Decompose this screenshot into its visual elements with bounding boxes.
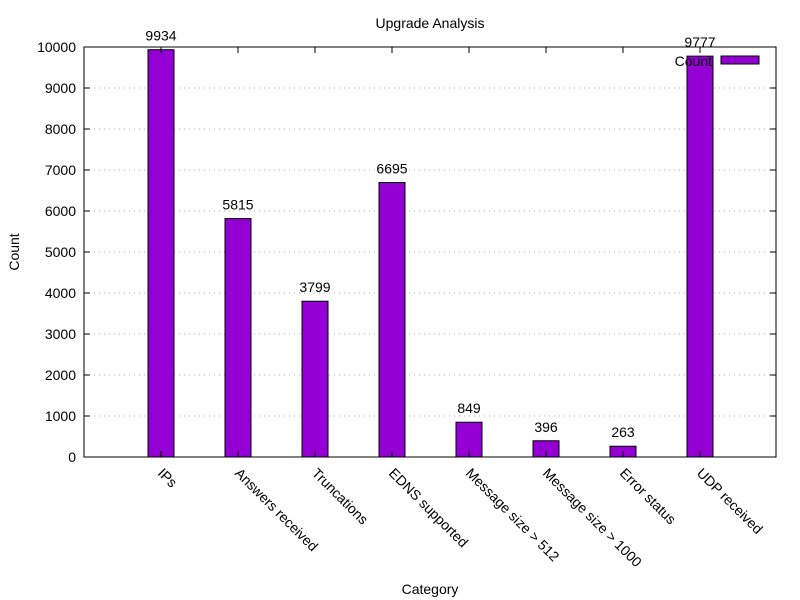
legend-label: Count bbox=[675, 53, 712, 69]
bar bbox=[686, 55, 714, 458]
legend: Count bbox=[675, 53, 760, 69]
y-tick-label: 4000 bbox=[45, 285, 76, 301]
y-tick-label: 10000 bbox=[37, 39, 76, 55]
x-tick-label: UDP received bbox=[694, 465, 766, 537]
data-label: 849 bbox=[457, 400, 481, 416]
y-tick-label: 7000 bbox=[45, 162, 76, 178]
y-tick-label: 3000 bbox=[45, 326, 76, 342]
data-label: 9934 bbox=[145, 28, 176, 44]
data-labels: 9934 5815 3799 6695 849 396 263 9777 bbox=[145, 28, 715, 441]
bar bbox=[301, 300, 329, 458]
plot-border bbox=[83, 46, 777, 458]
y-tick-label: 5000 bbox=[45, 244, 76, 260]
grid bbox=[84, 87, 776, 417]
data-label: 9777 bbox=[684, 34, 715, 50]
y-axis-label: Count bbox=[6, 233, 22, 270]
data-label: 6695 bbox=[376, 161, 407, 177]
x-axis-label: Category bbox=[402, 581, 459, 597]
data-label: 396 bbox=[534, 419, 558, 435]
y-tick-label: 2000 bbox=[45, 367, 76, 383]
data-label: 263 bbox=[611, 424, 635, 440]
x-tick-label: EDNS supported bbox=[386, 465, 472, 551]
bar bbox=[224, 218, 252, 458]
bar bbox=[378, 182, 406, 458]
bars bbox=[147, 49, 714, 458]
y-axis-ticks: 0 1000 2000 3000 4000 5000 6000 7000 8000 9000 100… bbox=[37, 39, 776, 465]
y-tick-label: 0 bbox=[68, 449, 76, 465]
bar bbox=[147, 49, 175, 458]
chart-title: Upgrade Analysis bbox=[376, 15, 485, 31]
x-tick-label: Error status bbox=[617, 465, 679, 527]
x-tick-label: Truncations bbox=[309, 465, 372, 528]
legend-swatch bbox=[720, 55, 760, 65]
y-tick-label: 9000 bbox=[45, 80, 76, 96]
y-tick-label: 8000 bbox=[45, 121, 76, 137]
data-label: 5815 bbox=[222, 197, 253, 213]
data-label: 3799 bbox=[299, 279, 330, 295]
y-tick-label: 6000 bbox=[45, 203, 76, 219]
x-tick-label: Answers received bbox=[232, 465, 321, 554]
y-tick-label: 1000 bbox=[45, 408, 76, 424]
x-tick-label: IPs bbox=[155, 465, 181, 491]
